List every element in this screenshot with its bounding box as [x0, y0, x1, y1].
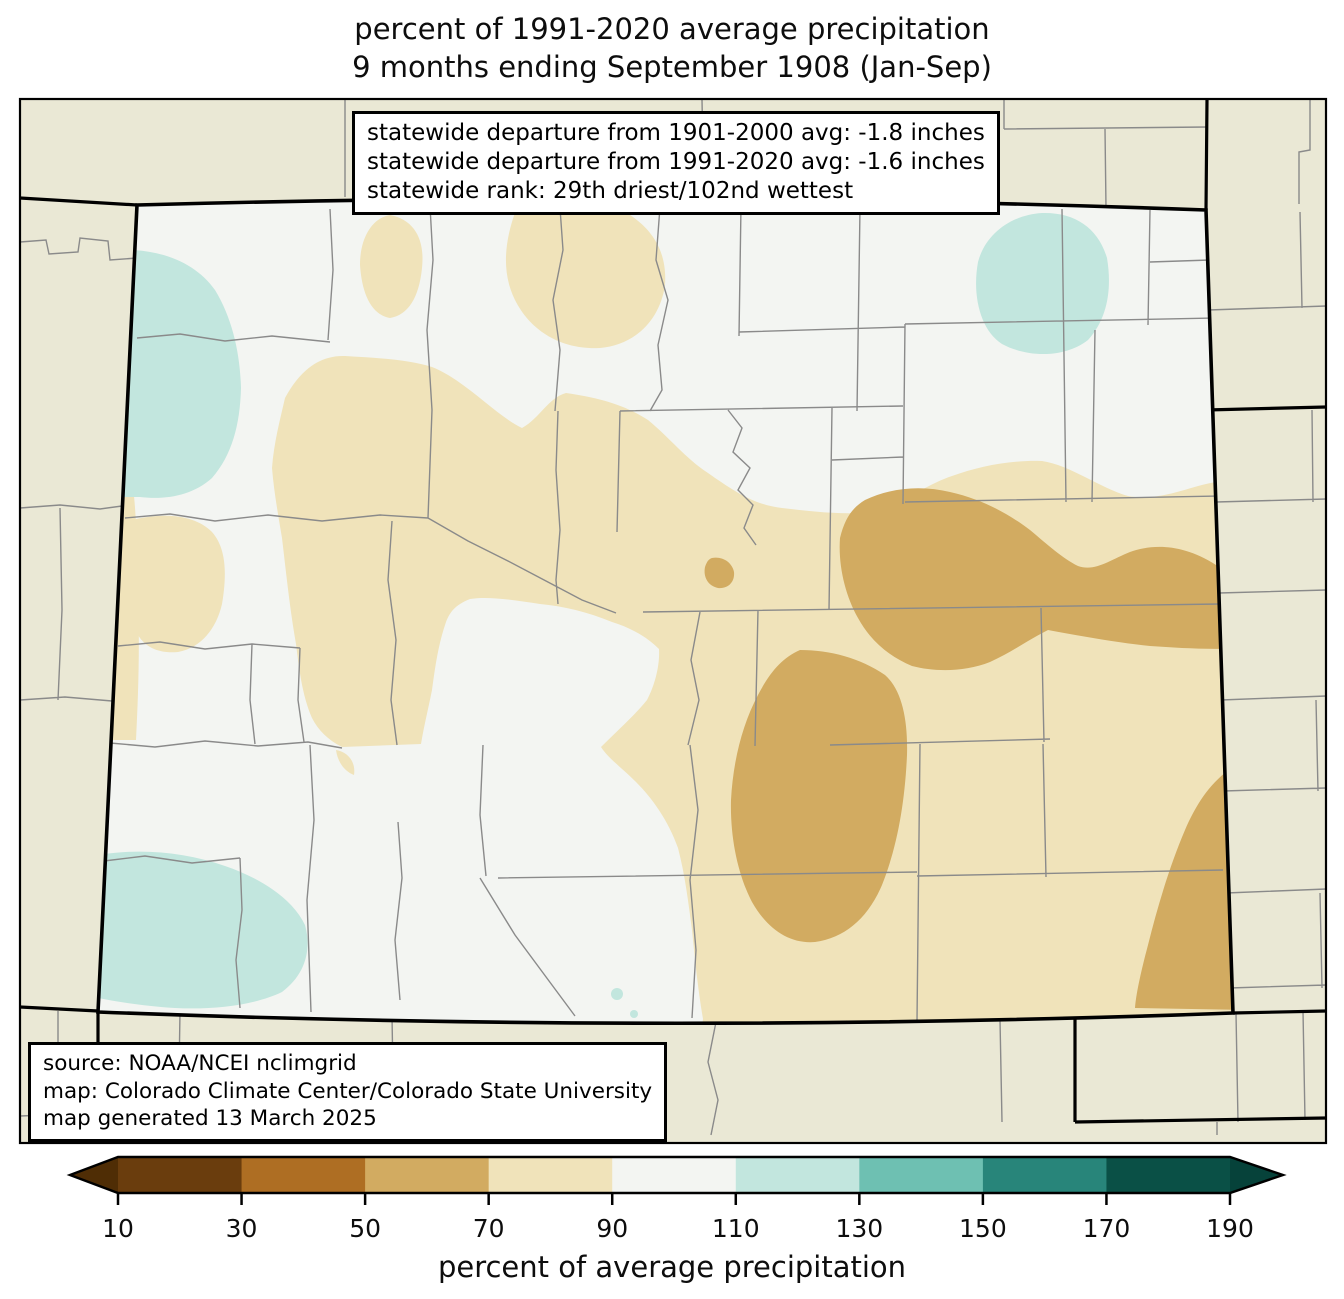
source-line-3: map generated 13 March 2025 — [43, 1106, 377, 1131]
colorbar-tick-label: 110 — [712, 1214, 760, 1243]
stats-line-2: statewide departure from 1991-2020 avg: … — [367, 149, 985, 175]
colorbar-caption: percent of average precipitation — [438, 1250, 906, 1284]
colorbar-tick-label: 70 — [473, 1214, 505, 1243]
colorbar-tick-label: 90 — [596, 1214, 628, 1243]
title-line-1: percent of 1991-2020 average precipitati… — [354, 12, 990, 46]
colorbar-segment-30-50 — [241, 1157, 366, 1193]
colorbar-segment-130-150 — [859, 1157, 984, 1193]
colorbar-tick-label: 30 — [226, 1214, 258, 1243]
colorbar-segment-10-30 — [118, 1157, 243, 1193]
colorbar-segment-110-130 — [735, 1157, 860, 1193]
colorbar-right-arrow — [1230, 1157, 1283, 1193]
colorbar-segment-90-110 — [612, 1157, 737, 1193]
source-line-2: map: Colorado Climate Center/Colorado St… — [43, 1078, 653, 1104]
stats-line-1: statewide departure from 1901-2000 avg: … — [367, 120, 985, 146]
source-attribution-box: source: NOAA/NCEI nclimgrid map: Colorad… — [28, 1042, 668, 1142]
source-line-1: source: NOAA/NCEI nclimgrid — [43, 1051, 357, 1076]
colorbar-tick-labels: 10 30 50 70 90 110 130 150 170 190 — [102, 1214, 1254, 1243]
colorado-county-lines — [103, 205, 1224, 1022]
colorbar-tick-label: 10 — [102, 1214, 134, 1243]
stats-line-3: statewide rank: 29th driest/102nd wettes… — [367, 178, 854, 204]
colorbar-tick-label: 130 — [835, 1214, 883, 1243]
title-line-2: 9 months ending September 1908 (Jan-Sep) — [352, 50, 992, 84]
figure-title: percent of 1991-2020 average precipitati… — [0, 10, 1344, 86]
colorbar-ticks — [116, 1193, 1232, 1205]
colorbar-segments — [118, 1157, 1231, 1193]
map-frame — [18, 97, 1328, 1145]
colorbar-segment-170-190 — [1106, 1157, 1231, 1193]
colorbar-left-arrow — [70, 1157, 118, 1193]
colorbar-tick-label: 190 — [1206, 1214, 1254, 1243]
colorado-interior — [98, 198, 1233, 1024]
colorbar-tick-label: 50 — [349, 1214, 381, 1243]
colorbar-segment-70-90 — [488, 1157, 613, 1193]
colorbar-segment-150-170 — [982, 1157, 1108, 1193]
colorbar-tick-label: 150 — [959, 1214, 1007, 1243]
colorbar-segment-50-70 — [365, 1157, 490, 1193]
regions-110-130-percent — [98, 212, 1109, 1018]
statewide-stats-box: statewide departure from 1901-2000 avg: … — [352, 111, 1000, 215]
regions-50-70-percent — [704, 488, 1233, 1010]
colorbar-tick-label: 170 — [1083, 1214, 1131, 1243]
colorbar: 10 30 50 70 90 110 130 150 170 190 percent of ave… — [66, 1155, 1287, 1284]
